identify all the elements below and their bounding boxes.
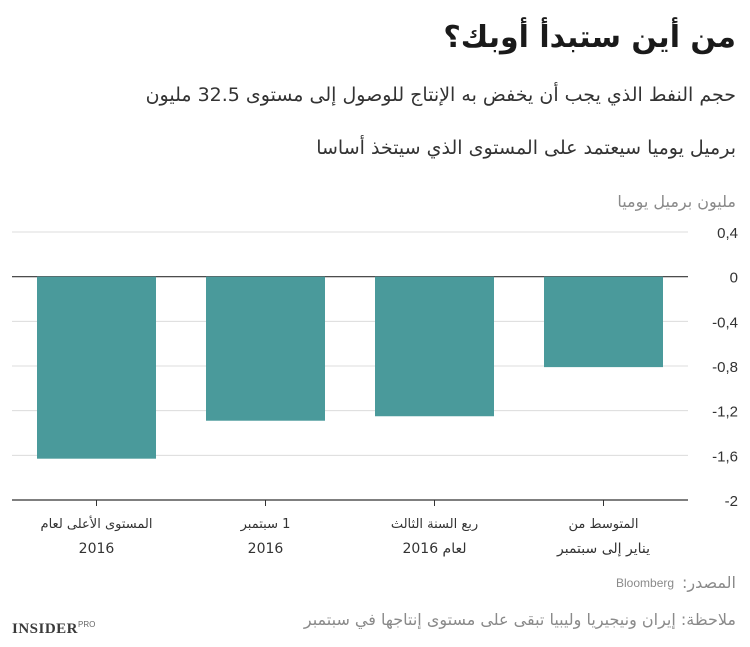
- x-category-label: المستوى الأعلى لعام: [41, 515, 153, 532]
- y-axis-unit-label: مليون برميل يوميا: [617, 192, 736, 211]
- x-category-label: لعام 2016: [402, 541, 466, 557]
- x-category-label: 2016: [79, 541, 115, 557]
- source-label: المصدر:: [682, 573, 736, 592]
- bar: [37, 276, 156, 459]
- y-tick-label: -1,6: [712, 448, 738, 465]
- logo-main-text: INSIDER: [12, 621, 79, 637]
- x-category-label: 2016: [248, 541, 284, 557]
- y-tick-label: -1,2: [712, 404, 738, 421]
- chart-subtitle-line-1: حجم النفط الذي يجب أن يخفض به الإنتاج لل…: [145, 84, 736, 106]
- x-category-label: ربع السنة الثالث: [391, 517, 478, 532]
- y-tick-label: -0,4: [712, 314, 738, 331]
- bar: [206, 276, 325, 421]
- bar: [375, 276, 494, 417]
- chart-subtitle-line-2: برميل يوميا سيعتمد على المستوى الذي سيتخ…: [316, 137, 736, 159]
- logo-sup-text: PRO: [78, 620, 96, 629]
- y-tick-label: 0: [730, 270, 738, 287]
- source-value: Bloomberg: [616, 576, 675, 590]
- x-category-label: يناير إلى سبتمبر: [556, 541, 650, 557]
- x-category-label: المتوسط من: [569, 517, 639, 532]
- insider-pro-logo: INSIDERPRO: [12, 620, 95, 638]
- y-tick-label: -0,8: [712, 359, 738, 376]
- chart-title: من أين ستبدأ أوبك؟: [443, 20, 736, 55]
- bar: [544, 276, 663, 368]
- bar-chart: 0,4 0 -0,4 -0,8 -1,2 -1,6 -2 المستوى الأعلى لعا…: [12, 225, 738, 557]
- y-tick-label: 0,4: [717, 225, 738, 242]
- y-tick-label: -2: [725, 493, 738, 510]
- x-category-label: 1 سبتمبر: [240, 517, 291, 532]
- footnote: ملاحظة: إيران ونيجيريا وليبيا تبقى على م…: [303, 610, 736, 629]
